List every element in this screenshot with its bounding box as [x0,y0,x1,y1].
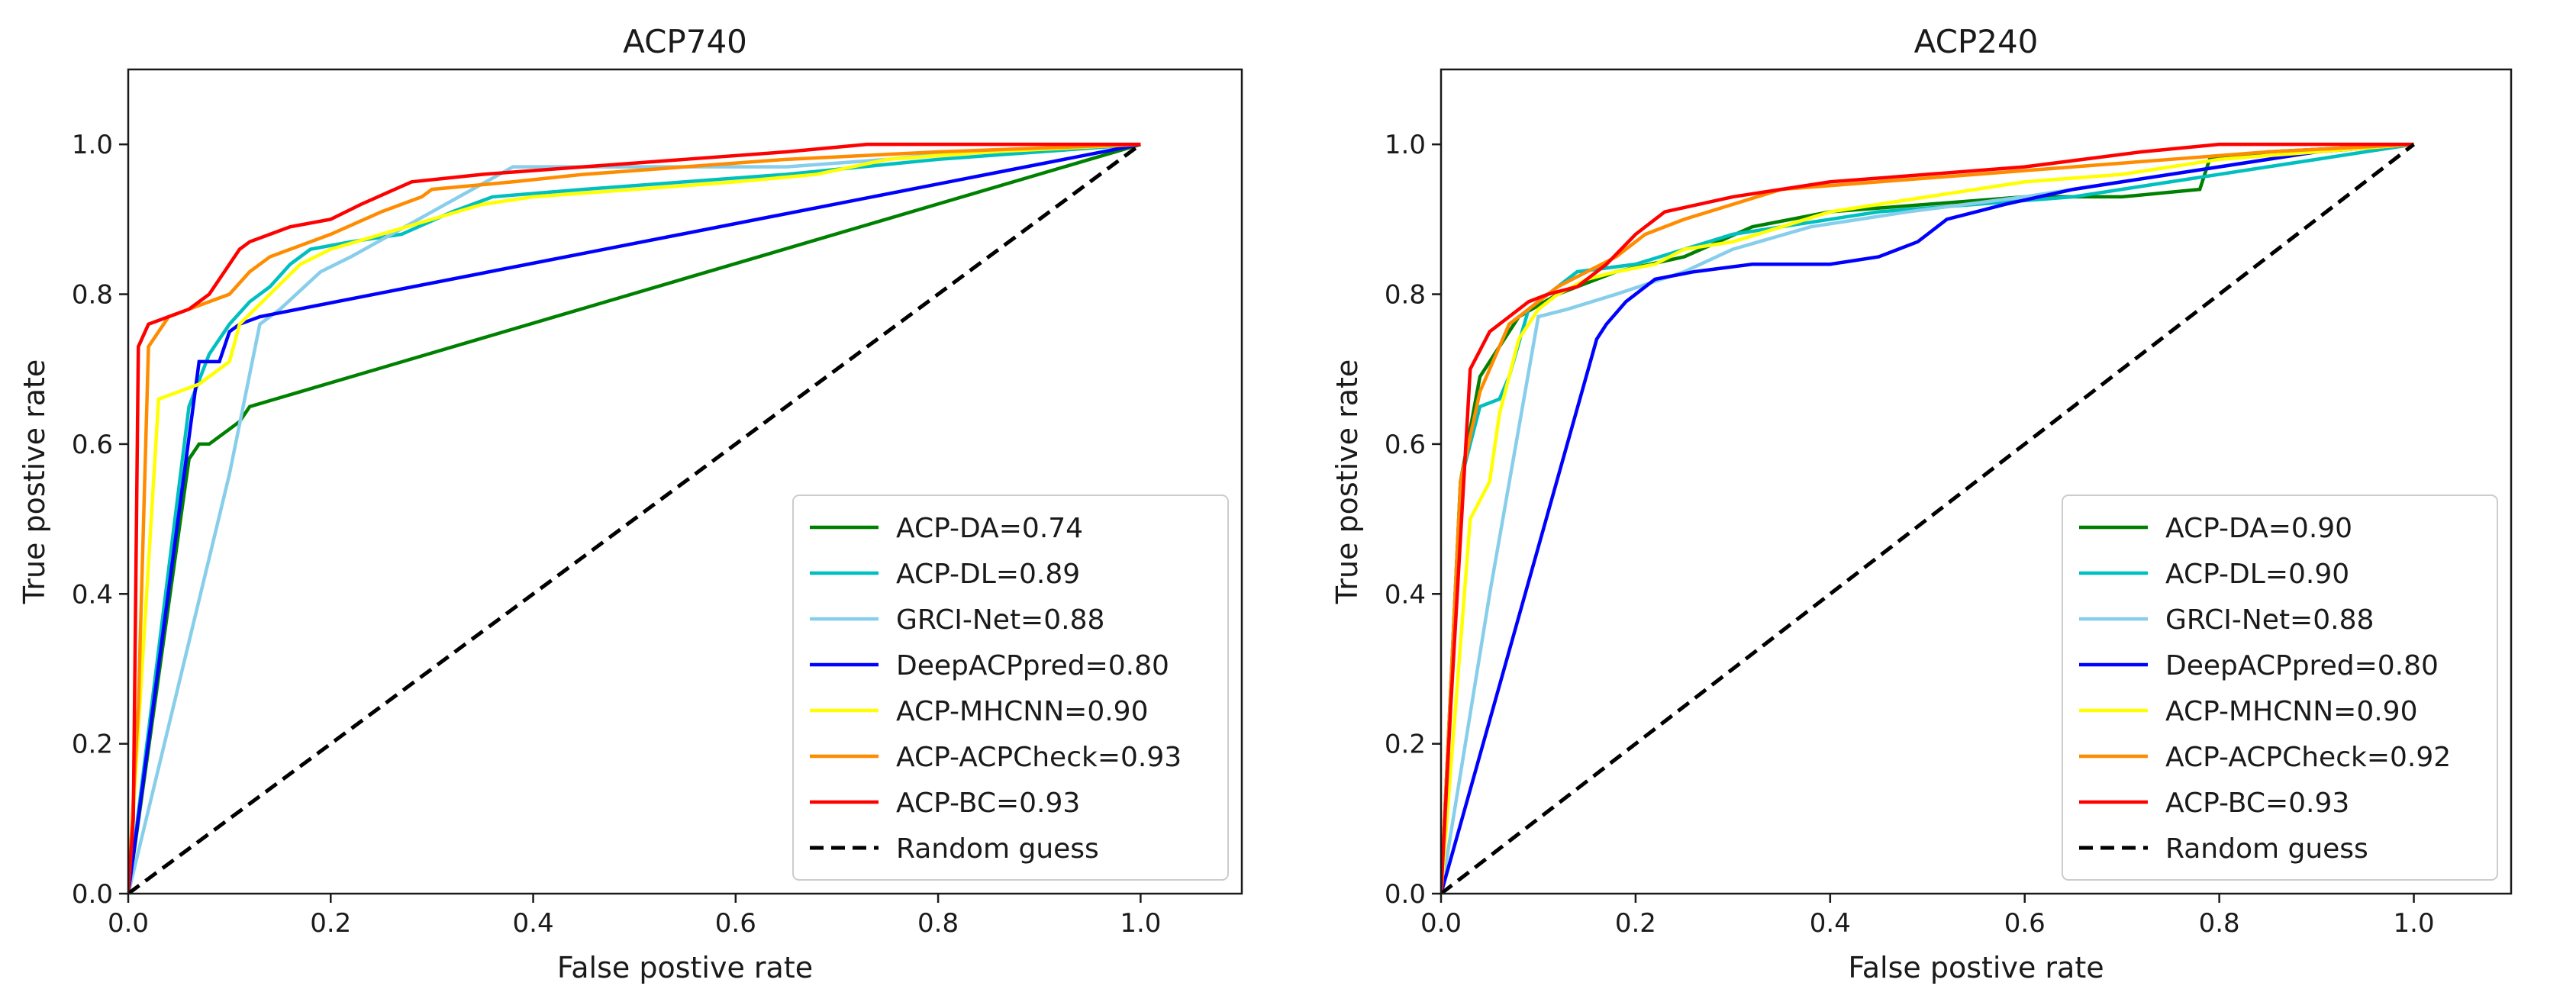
legend: ACP-DA=0.90 ACP-DL=0.90 GRCI-Net=0.88 DeepA… [2062,495,2498,881]
x-tick-label: 0.4 [1810,908,1851,939]
series-line-acp-acpcheck-0-92 [1441,142,2414,894]
series-line-deepacppred-0-80 [1441,142,2414,894]
legend-box [2062,495,2498,881]
y-tick-label: 0.4 [1385,579,1426,610]
x-tick-label: 0.2 [310,908,351,939]
y-tick-label: 1.0 [1385,130,1426,160]
x-tick-label: 0.0 [108,908,149,939]
series-line-acp-mhcnn-0-90 [1441,142,2414,894]
y-tick-label: 0.0 [1385,879,1426,910]
axes-frame [127,68,1243,895]
series-line-grci-net-0-88 [128,142,1141,894]
x-tick-label: 0.4 [513,908,554,939]
x-tick-label: 0.2 [1615,908,1656,939]
y-tick-label: 0.2 [72,730,113,760]
series-line-random-guess [1441,143,2416,894]
series-line-acp-bc-0-93 [128,142,1141,894]
y-tick-label: 1.0 [72,130,113,160]
x-axis-label: False postive rate [557,951,813,984]
legend-label-random-guess: Random guess [896,833,1099,865]
y-tick-label: 0.8 [72,280,113,311]
y-tick-label: 0.6 [72,430,113,460]
x-tick-label: 0.8 [917,908,959,939]
legend-label-acp-da-0-74: ACP-DA=0.74 [896,513,1083,544]
y-tick-label: 0.2 [1385,730,1426,760]
legend-label-acp-mhcnn-0-90: ACP-MHCNN=0.90 [2165,696,2418,727]
chart-title: ACP740 [623,23,747,60]
series-line-deepacppred-0-80 [128,142,1141,894]
x-tick-label: 0.0 [1420,908,1462,939]
y-axis-label: True postive rate [1330,359,1364,605]
y-tick-label: 0.4 [72,579,113,610]
legend-label-acp-mhcnn-0-90: ACP-MHCNN=0.90 [896,696,1149,727]
roc-panel-acp240: ACP240 0.0 0.2 0.4 0.6 0.8 1.0 0.0 0.2 0.4 0.6 0.8 1… [1330,23,2513,984]
series-line-acp-bc-0-93 [1441,142,2414,894]
legend-label-acp-da-0-90: ACP-DA=0.90 [2165,513,2352,544]
series-group [128,142,1142,894]
x-tick-label: 1.0 [2394,908,2435,939]
x-tick-label: 0.8 [2199,908,2240,939]
legend-label-acp-acpcheck-0-93: ACP-ACPCheck=0.93 [896,742,1182,773]
series-line-acp-mhcnn-0-90 [128,142,1141,894]
legend-label-grci-net-0-88: GRCI-Net=0.88 [896,604,1104,636]
legend-label-acp-acpcheck-0-92: ACP-ACPCheck=0.92 [2165,742,2451,773]
y-axis-label: True postive rate [18,359,51,605]
y-tick-label: 0.8 [1385,280,1426,311]
legend: ACP-DA=0.74 ACP-DL=0.89 GRCI-Net=0.88 DeepA… [792,495,1229,881]
legend-label-acp-bc-0-93: ACP-BC=0.93 [896,788,1080,819]
legend-label-random-guess: Random guess [2165,833,2368,865]
y-tick-label: 0.6 [1385,430,1426,460]
legend-label-acp-dl-0-89: ACP-DL=0.89 [896,559,1080,590]
x-tick-label: 0.6 [2004,908,2046,939]
legend-label-deepacppred-0-80: DeepACPpred=0.80 [896,650,1169,681]
series-line-acp-da-0-90 [1441,142,2414,894]
x-tick-label: 0.6 [715,908,756,939]
x-axis-label: False postive rate [1848,951,2104,984]
legend-label-acp-dl-0-90: ACP-DL=0.90 [2165,559,2349,590]
legend-label-grci-net-0-88: GRCI-Net=0.88 [2165,604,2374,636]
y-tick-label: 0.0 [72,879,113,910]
series-line-random-guess [128,143,1142,894]
legend-label-deepacppred-0-80: DeepACPpred=0.80 [2165,650,2439,681]
series-line-acp-da-0-74 [128,143,1141,894]
chart-title: ACP240 [1914,23,2039,60]
x-tick-label: 1.0 [1120,908,1161,939]
axes-frame [1440,68,2513,895]
legend-label-acp-bc-0-93: ACP-BC=0.93 [2165,788,2349,819]
series-group [1441,142,2416,894]
series-line-acp-dl-0-90 [1441,142,2414,894]
legend-box [792,495,1229,881]
roc-panel-acp740: ACP740 0.0 0.2 0.4 0.6 0.8 1.0 0.0 0.2 0.4 0.6 0.8 1… [18,23,1243,984]
